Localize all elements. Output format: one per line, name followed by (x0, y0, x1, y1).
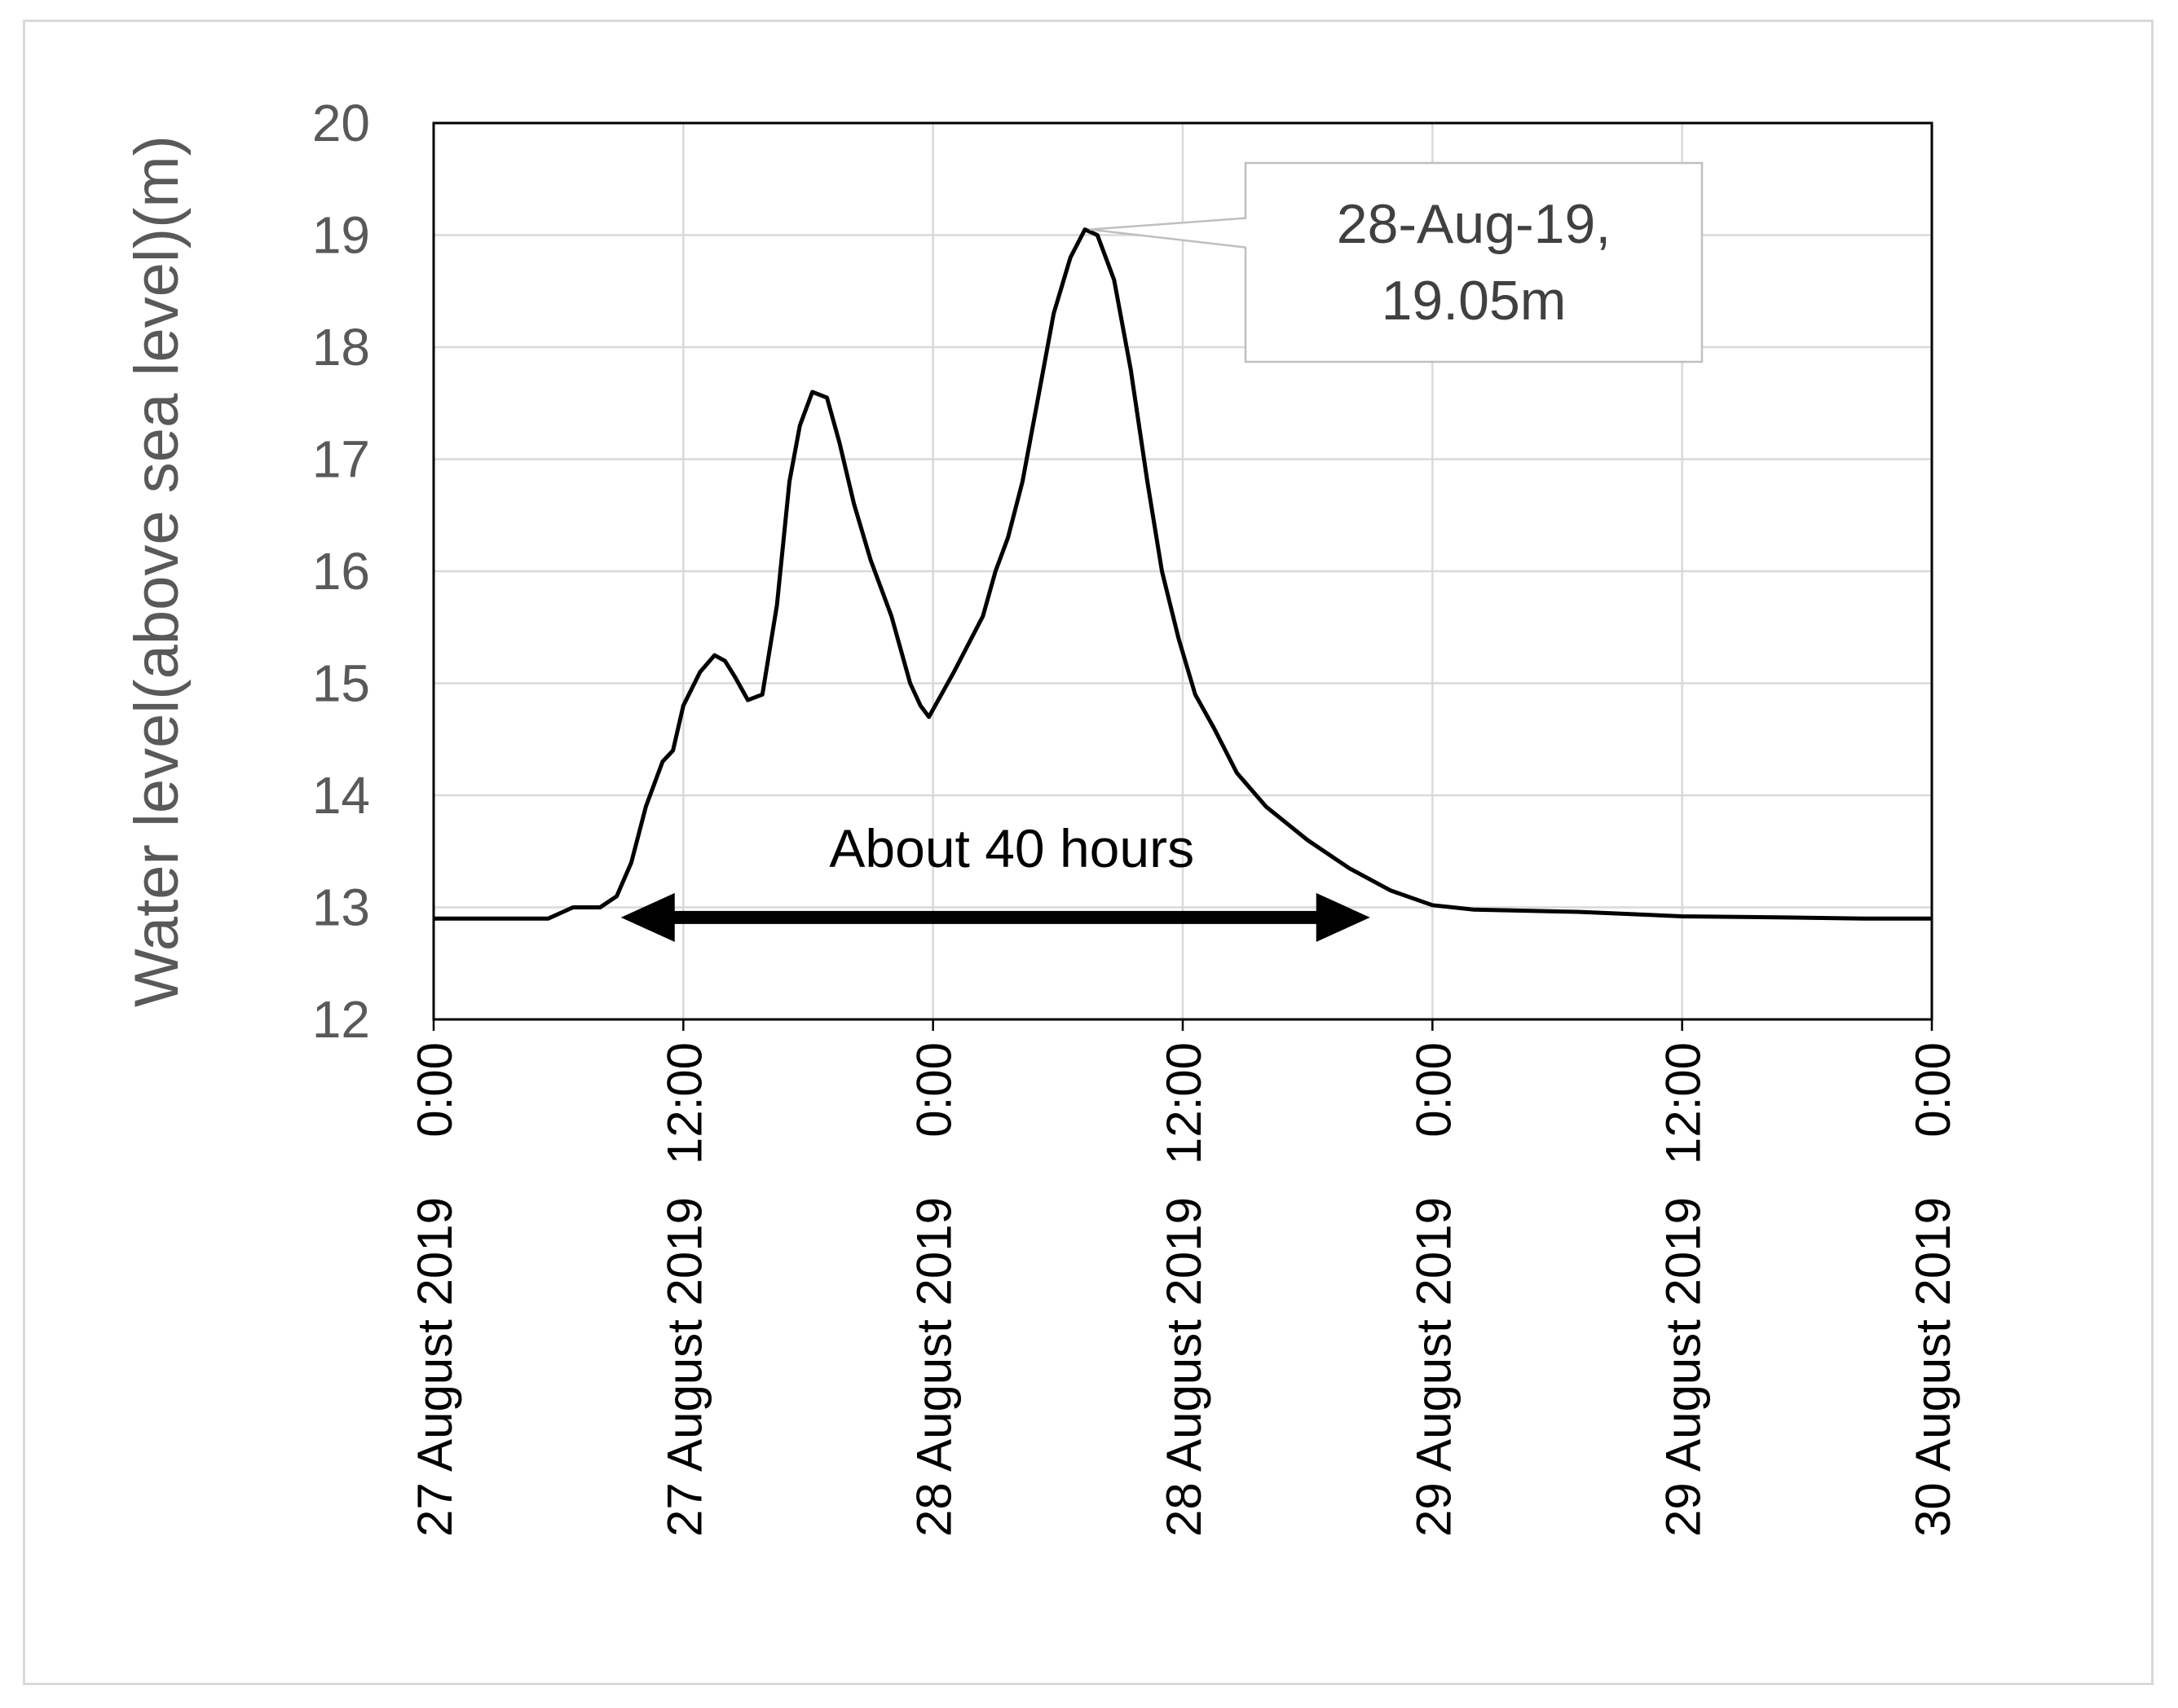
chart-frame (23, 20, 2154, 1685)
duration-arrow-head-left (620, 892, 675, 942)
x-tick-time: 0:00 (1406, 1042, 1461, 1138)
y-tick-label: 12 (312, 990, 370, 1049)
x-tick-time: 0:00 (907, 1042, 962, 1138)
x-tick-date: 29 August 2019 (1406, 1197, 1461, 1537)
x-tick-date: 27 August 2019 (408, 1197, 462, 1537)
y-tick-label: 20 (312, 94, 370, 152)
x-tick-time: 0:00 (408, 1042, 462, 1138)
x-tick-label: 0:00 29 August 2019 (1406, 1042, 1461, 1537)
water-level-series-line (434, 227, 1932, 921)
peak-callout-value: 19.05m (1382, 270, 1567, 332)
x-tick-date: 29 August 2019 (1656, 1197, 1711, 1537)
x-tick-label: 12:00 27 August 2019 (657, 1042, 712, 1537)
x-tick-label: 12:00 28 August 2019 (1157, 1042, 1211, 1537)
y-tick-label: 18 (312, 318, 370, 376)
x-tick-time: 12:00 (1656, 1042, 1711, 1164)
x-tick-time: 12:00 (1157, 1042, 1211, 1164)
duration-label: About 40 hours (829, 818, 1194, 878)
y-tick-label: 17 (312, 430, 370, 489)
y-tick-label: 16 (312, 542, 370, 601)
x-tick-date: 28 August 2019 (907, 1197, 962, 1537)
x-tick-date: 27 August 2019 (657, 1197, 712, 1537)
peak-callout-date: 28-Aug-19, (1337, 193, 1611, 255)
y-tick-label: 13 (312, 878, 370, 937)
duration-arrow-head-right (1316, 892, 1370, 942)
x-tick-time: 0:00 (1906, 1042, 1960, 1138)
x-tick-label: 0:00 30 August 2019 (1906, 1042, 1960, 1537)
peak-callout-box (1089, 161, 1704, 363)
grid-layer (432, 121, 1933, 1021)
x-tick-date: 28 August 2019 (1157, 1197, 1211, 1537)
y-tick-label: 19 (312, 206, 370, 265)
duration-arrow (620, 892, 1370, 942)
x-tick-date: 30 August 2019 (1906, 1197, 1960, 1537)
x-tick-time: 12:00 (657, 1042, 712, 1164)
x-tick-label: 0:00 27 August 2019 (408, 1042, 462, 1537)
y-tick-labels: 12 13 14 15 16 17 18 19 20 (312, 94, 370, 1049)
y-tick-label: 15 (312, 654, 370, 713)
x-tick-label: 0:00 28 August 2019 (907, 1042, 962, 1537)
y-tick-label: 14 (312, 766, 370, 825)
y-axis-title: Water level(above sea level)(m) (122, 135, 192, 1007)
peak-callout: 28-Aug-19, 19.05m (1089, 161, 1704, 363)
x-tick-label: 12:00 29 August 2019 (1656, 1042, 1711, 1537)
